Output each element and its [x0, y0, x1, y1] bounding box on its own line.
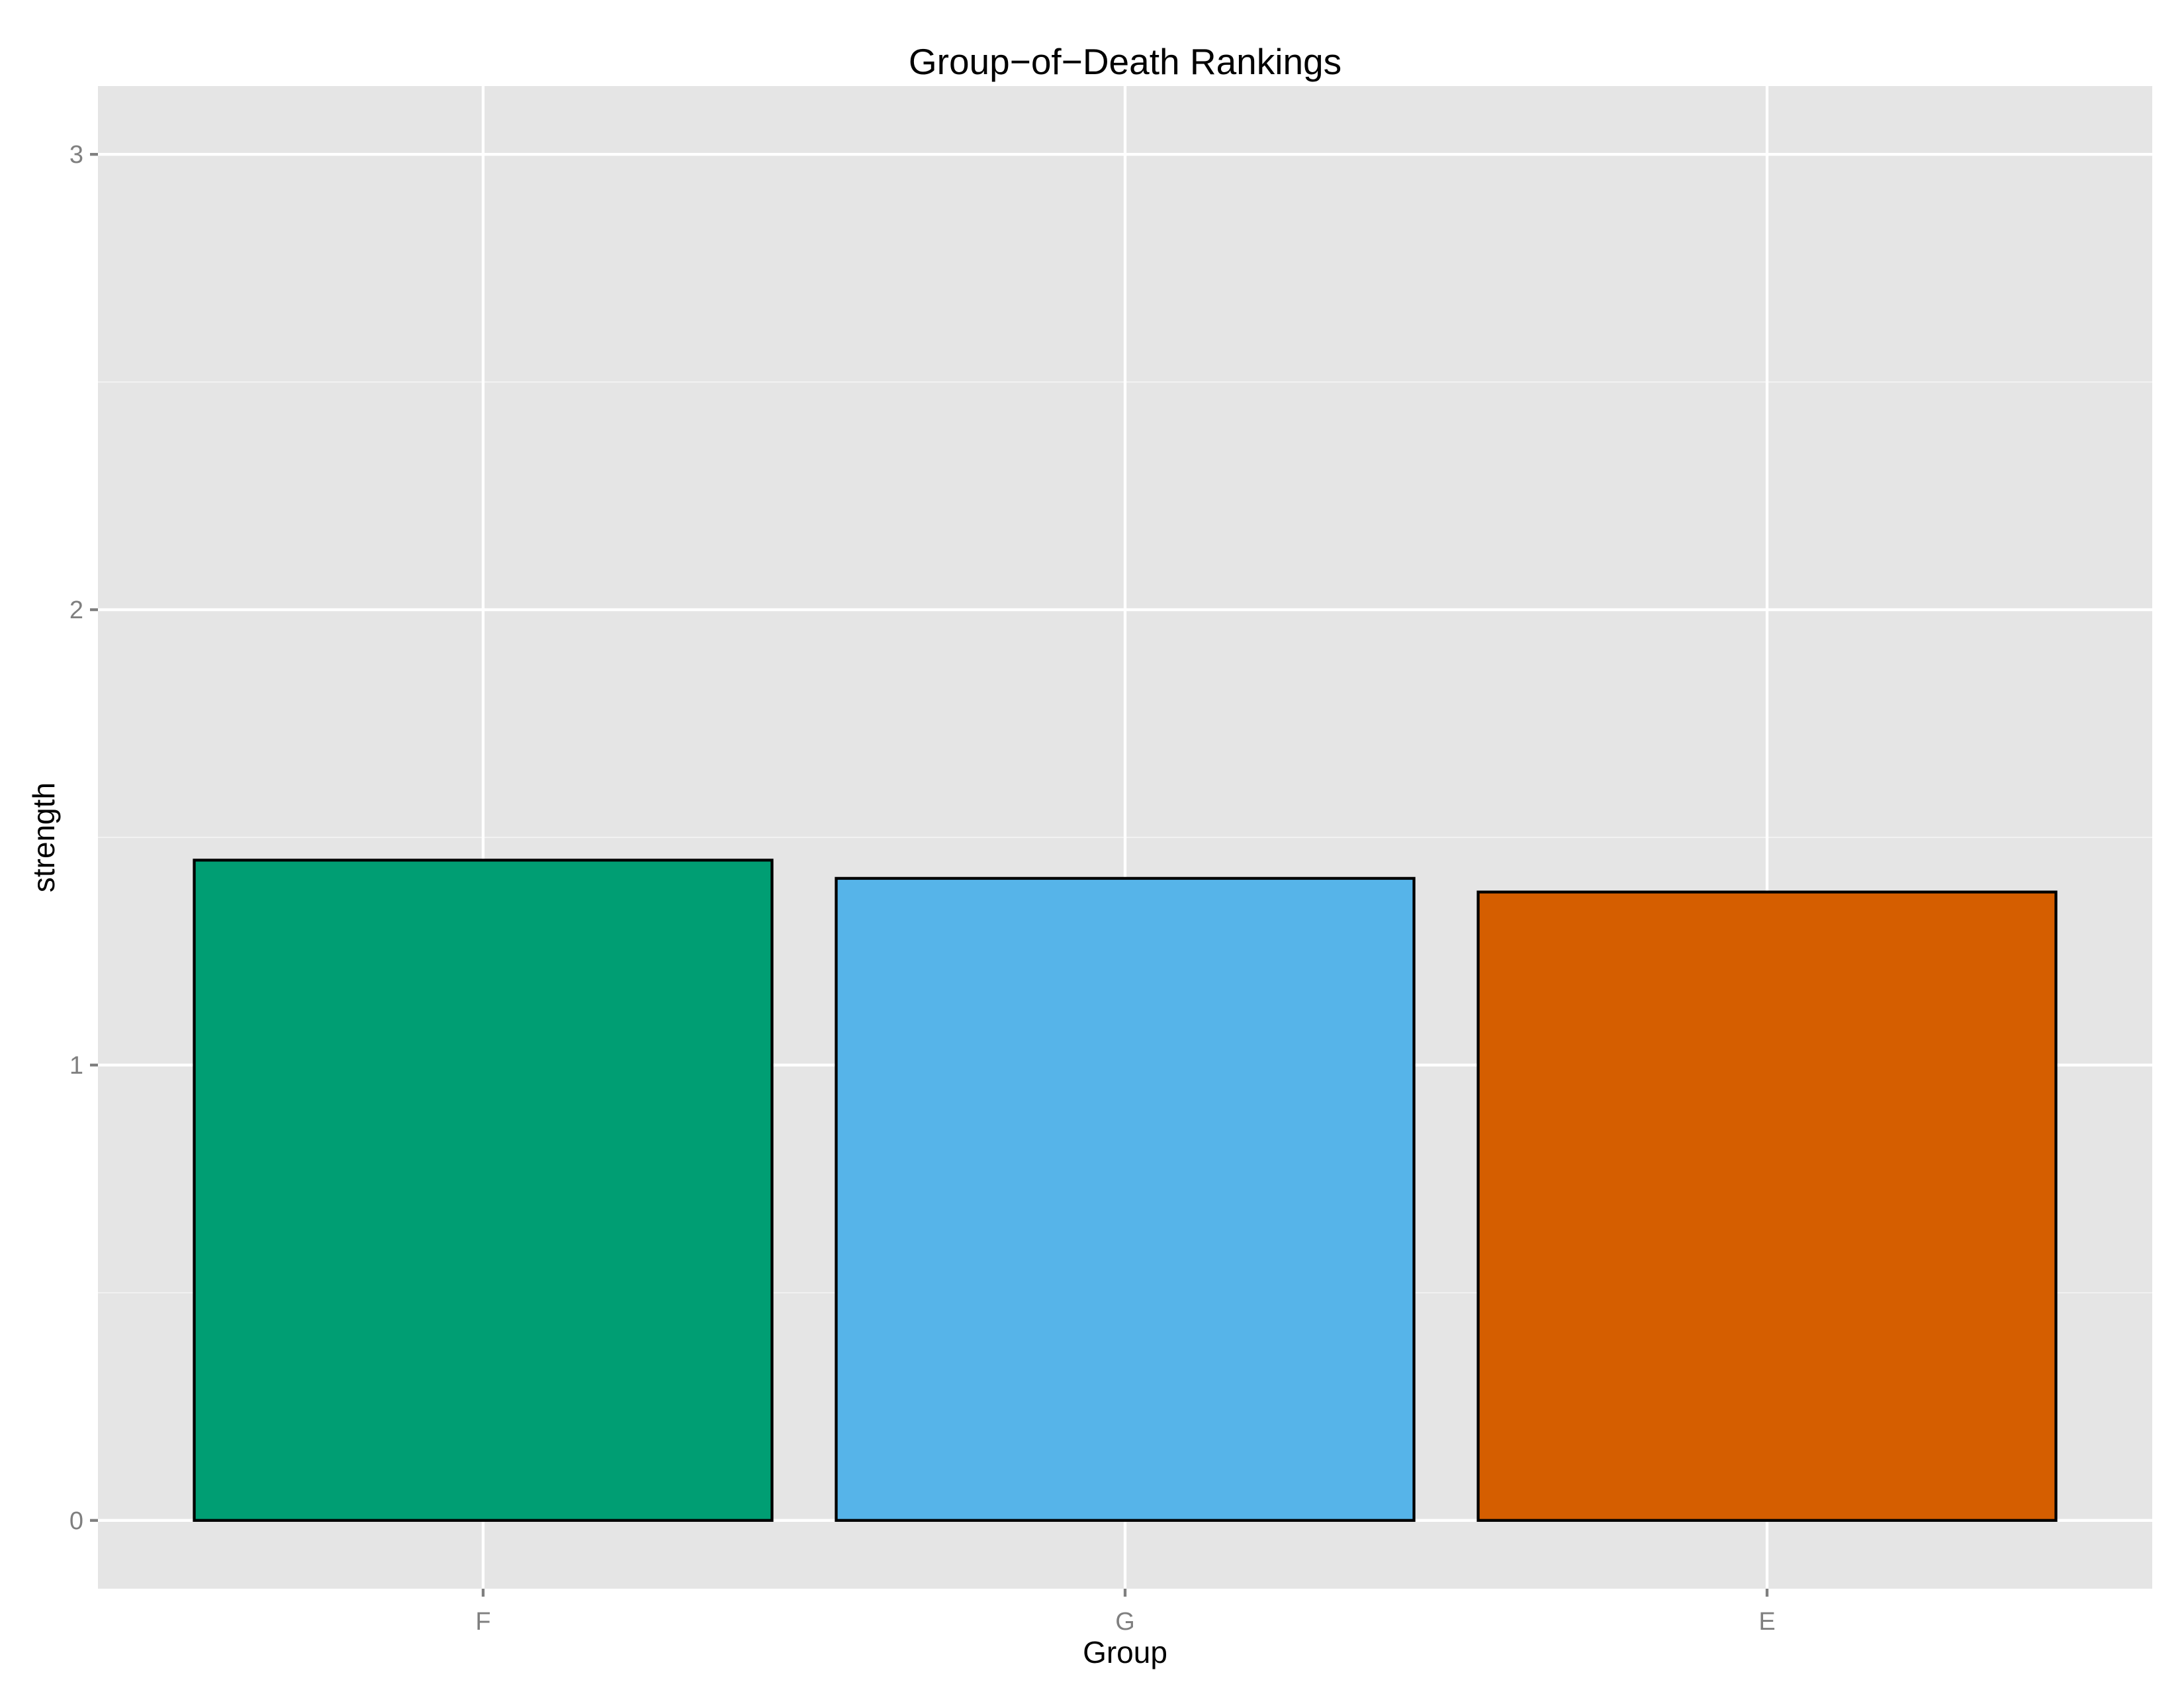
bars	[193, 859, 2058, 1522]
bar-e	[1477, 890, 2058, 1522]
x-tick-label: F	[475, 1608, 490, 1636]
bar-g	[835, 876, 1416, 1522]
x-axis-title: Group	[1083, 1635, 1167, 1669]
bar-f	[193, 859, 774, 1522]
y-axis-title: strength	[26, 782, 61, 892]
x-tick-label: G	[1115, 1608, 1135, 1636]
y-tick-label: 3	[69, 141, 83, 169]
y-tick-label: 2	[69, 596, 83, 624]
y-tick-label: 0	[69, 1507, 83, 1535]
y-tick-label: 1	[69, 1052, 83, 1080]
x-tick-label: E	[1758, 1608, 1775, 1636]
y-axis: 0 1 2 3	[69, 141, 98, 1535]
chart-title: Group−of−Death Rankings	[909, 41, 1342, 82]
